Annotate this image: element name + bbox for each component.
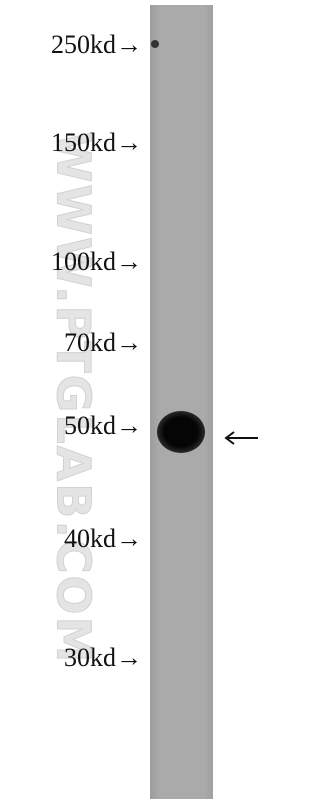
marker-label: 100kd→ bbox=[51, 247, 142, 276]
blot-image: WWW.PTGLAB.COM 250kd→ 150kd→ 100kd→ 70kd→ 50… bbox=[46, 5, 258, 799]
marker-label: 40kd→ bbox=[64, 524, 142, 553]
page: WWW.PTGLAB.COM 250kd→ 150kd→ 100kd→ 70kd→ 50… bbox=[46, 5, 258, 799]
marker-label: 50kd→ bbox=[64, 411, 142, 440]
lane bbox=[150, 5, 213, 799]
band-arrow bbox=[224, 431, 258, 445]
marker-label: 70kd→ bbox=[64, 328, 142, 357]
band bbox=[157, 411, 205, 453]
marker-label: 250kd→ bbox=[51, 30, 142, 59]
marker-label: 150kd→ bbox=[51, 128, 142, 157]
arrow-head bbox=[224, 431, 235, 445]
spot bbox=[151, 40, 159, 48]
marker-label: 30kd→ bbox=[64, 643, 142, 672]
marker-labels: 250kd→ 150kd→ 100kd→ 70kd→ 50kd→ 40kd→ 30kd→ bbox=[51, 30, 142, 672]
watermark: WWW.PTGLAB.COM bbox=[47, 132, 101, 665]
